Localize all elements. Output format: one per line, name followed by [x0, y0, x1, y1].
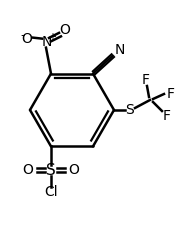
- Text: F: F: [167, 87, 175, 101]
- Text: Cl: Cl: [44, 185, 58, 199]
- Text: S: S: [126, 103, 134, 117]
- Text: F: F: [163, 109, 171, 123]
- Text: -: -: [21, 29, 25, 42]
- Text: S: S: [46, 163, 56, 178]
- Text: O: O: [22, 32, 32, 46]
- Text: N: N: [115, 43, 125, 57]
- Text: +: +: [48, 32, 56, 42]
- Text: F: F: [142, 73, 150, 87]
- Text: N: N: [42, 35, 52, 49]
- Text: O: O: [68, 163, 79, 177]
- Text: O: O: [23, 163, 33, 177]
- Text: O: O: [60, 23, 70, 37]
